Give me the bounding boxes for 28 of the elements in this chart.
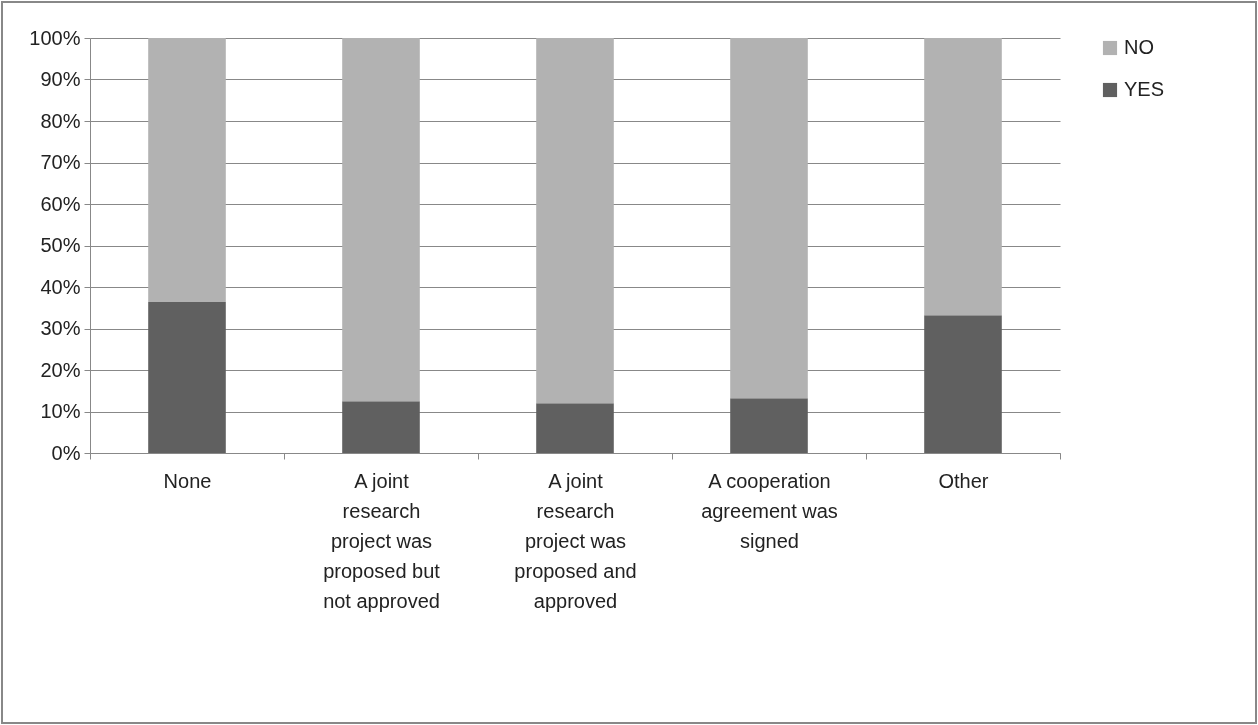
bar [148, 301, 226, 453]
x-tick-label: A joint research project was proposed but not approved [323, 469, 441, 612]
bar [342, 401, 420, 453]
bar [730, 398, 808, 453]
x-tick-label: A cooperation agreement was signed [701, 469, 838, 552]
y-tick-label: 100% [29, 26, 81, 49]
legend-label: NO [1124, 36, 1154, 58]
y-tick-label: 50% [40, 234, 81, 256]
x-tick-label: None [163, 469, 212, 492]
bar [924, 38, 1002, 316]
y-tick-label: 80% [40, 109, 81, 132]
legend-label: YES [1124, 78, 1165, 100]
y-tick-label: 0% [51, 441, 81, 464]
y-tick-label: 70% [40, 151, 81, 173]
y-tick-label: 20% [40, 358, 81, 381]
bar [342, 38, 420, 402]
bar [924, 315, 1002, 453]
bar [148, 38, 226, 302]
bar [536, 403, 614, 453]
y-tick-label: 90% [40, 68, 81, 90]
x-tick-label: A joint research project was proposed and approved [514, 469, 637, 612]
bar [536, 38, 614, 404]
y-tick-label: 30% [40, 317, 81, 339]
bar [730, 38, 808, 399]
y-tick-label: 10% [40, 400, 81, 422]
y-tick-label: 60% [40, 192, 81, 215]
y-tick-label: 40% [40, 275, 81, 298]
x-tick-label: Other [938, 469, 989, 492]
